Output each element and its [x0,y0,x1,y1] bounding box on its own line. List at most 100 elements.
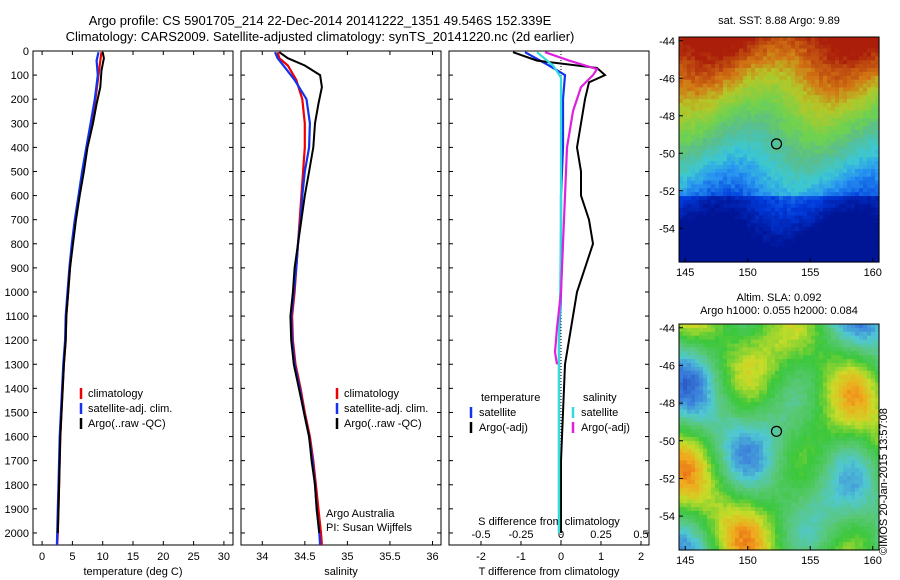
map-cell [839,386,844,391]
map-cell [715,343,720,348]
map-cell [823,52,828,57]
map-cell [687,56,692,61]
map-cell [695,444,700,450]
map-cell [715,188,720,193]
map-cell [759,246,764,251]
map-cell [679,374,684,380]
map-cell [755,196,760,201]
map-cell [779,211,784,217]
map-cell [815,254,820,259]
map-cell [739,196,744,201]
map-cell [755,405,760,411]
map-cell [871,401,876,407]
map-cell [811,168,816,174]
map-cell [807,417,812,422]
map-cell [815,52,820,57]
map-cell [807,223,812,228]
map-cell [875,223,880,228]
map-cell [791,180,796,185]
map-cell [687,448,692,454]
map-cell [691,203,696,209]
map-cell [867,324,872,329]
map-cell [775,401,780,407]
map-cell [871,199,876,205]
map-cell [795,347,800,352]
map-cell [727,250,732,255]
map-cell [803,401,808,407]
map-cell [679,211,684,217]
map-cell [755,211,760,217]
map-cell [875,254,880,259]
map-cell [847,231,852,236]
map-cell [795,382,800,387]
map-cell [723,429,728,434]
map-cell [723,118,728,123]
map-cell [791,56,796,61]
map-cell [783,141,788,147]
map-cell [771,401,776,407]
map-cell [819,421,824,426]
map-cell [815,165,820,170]
map-cell [875,417,880,422]
map-cell [803,114,808,120]
map-cell [795,386,800,391]
map-cell [831,227,836,232]
map-cell [831,52,836,57]
map-cell [795,184,800,189]
map-cell [763,130,768,135]
map-cell [687,149,692,154]
map-cell [815,168,820,174]
map-cell [851,203,856,209]
map-cell [727,37,732,42]
map-cell [679,386,684,391]
map-cell [691,433,696,438]
map-cell [779,452,784,458]
map-cell [827,223,832,228]
map-cell [783,460,788,465]
map-cell [819,351,824,356]
map-cell [807,184,812,189]
map-cell [779,324,784,329]
map-cell [751,95,756,100]
map-cell [875,52,880,57]
map-cell [703,370,708,376]
map-cell [747,417,752,422]
map-cell [875,258,880,263]
map-cell [739,161,744,166]
map-cell [819,180,824,185]
map-cell [771,429,776,434]
map-cell [807,343,812,348]
map-cell [747,134,752,139]
map-cell [695,71,700,77]
map-cell [799,351,804,356]
map-cell [695,106,700,112]
map-cell [735,347,740,352]
map-cell [815,188,820,193]
map-cell [715,52,720,57]
map-cell [863,254,868,259]
map-cell [751,176,756,182]
map-cell [791,382,796,387]
map-cell [735,452,740,458]
map-cell [819,429,824,434]
map-cell [795,448,800,454]
map-cell [771,180,776,185]
map-cell [735,374,740,380]
map-cell [799,378,804,384]
map-cell [731,417,736,422]
map-cell [747,331,752,337]
map-cell [827,254,832,259]
map-cell [679,52,684,57]
map-cell [839,188,844,193]
map-cell [867,37,872,42]
map-cell [855,172,860,178]
map-cell [687,351,692,356]
depth-tick-label: 900 [11,263,29,275]
map-cell [875,227,880,232]
map-cell [827,347,832,352]
map-cell [859,99,864,104]
map-cell [855,168,860,174]
map-cell [775,118,780,123]
map-cell [811,192,816,197]
map-cell [715,370,720,376]
